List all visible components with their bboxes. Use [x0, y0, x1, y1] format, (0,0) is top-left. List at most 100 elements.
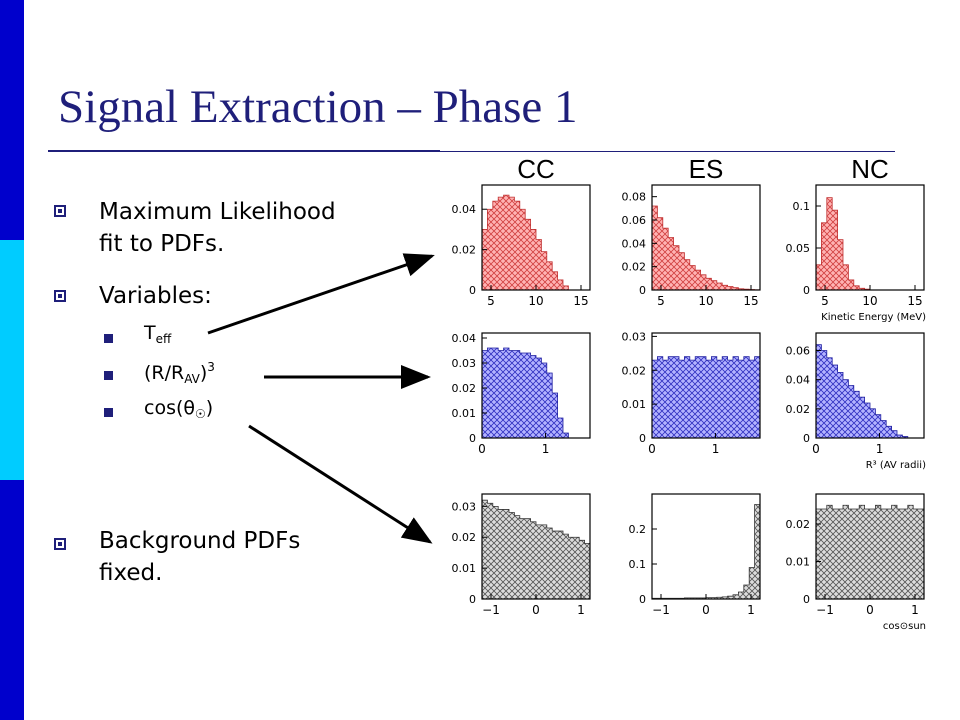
variable-radius: (R/RAV)3	[144, 360, 215, 386]
histogram-bars	[815, 344, 924, 439]
row-axis-label: R³ (AV radii)	[866, 460, 926, 471]
x-tick-label: 0	[812, 442, 820, 456]
histogram-panel: 0.03 0.02 0.01 00 1	[622, 330, 761, 456]
bullet-box-icon	[54, 205, 66, 217]
x-tick-label: 1	[911, 603, 919, 617]
y-tick-label: 0.02	[786, 403, 811, 416]
x-tick-label: 1	[876, 442, 884, 456]
y-tick-label: 0.04	[786, 374, 811, 387]
y-tick-label: 0.02	[452, 382, 477, 395]
y-tick-label: 0.03	[452, 500, 477, 513]
sidebar-bar-top	[0, 0, 24, 240]
histogram-panel: 0.04 0.03 0.02 0.01 00 1	[452, 332, 591, 456]
y-tick-label: 0	[469, 284, 476, 297]
histogram-panel: 0.03 0.02 0.01 0 −1 0 1	[452, 493, 591, 617]
sub-bullet-square-icon	[104, 334, 113, 343]
y-tick-label: 0.04	[622, 237, 647, 250]
x-tick-label: 1	[577, 603, 585, 617]
x-tick-label: 10	[698, 294, 713, 308]
sidebar-bar-middle	[0, 240, 24, 480]
y-tick-label: 0.02	[452, 244, 477, 257]
y-tick-label: 0.1	[629, 558, 647, 571]
histogram-bars	[481, 499, 591, 600]
y-tick-label: 0.02	[786, 518, 811, 531]
y-tick-label: 0	[639, 432, 646, 445]
y-tick-label: 0	[639, 284, 646, 297]
bullet-background-line2: fixed.	[99, 560, 163, 586]
y-tick-label: 0.03	[622, 330, 647, 343]
x-tick-label: −1	[652, 603, 670, 617]
x-tick-label: 0	[866, 603, 874, 617]
y-tick-label: 0.01	[786, 556, 811, 569]
variable-cos-theta: cos(θ☉)	[144, 397, 214, 421]
histogram-bars	[481, 347, 590, 439]
column-title-nc: NC	[851, 154, 889, 184]
x-tick-label: 0	[478, 442, 486, 456]
y-tick-label: 0	[469, 432, 476, 445]
x-tick-label: 10	[528, 294, 543, 308]
histogram-panel: 0.2 0.1 0 −1 0 1	[629, 493, 761, 617]
y-tick-label: 0.2	[629, 523, 647, 536]
histogram-bars	[651, 356, 761, 439]
y-tick-label: 0.02	[622, 261, 647, 274]
y-tick-label: 0.06	[622, 214, 647, 227]
y-tick-label: 0.03	[452, 357, 477, 370]
panel-frame	[651, 332, 761, 439]
y-tick-label: 0.01	[452, 407, 477, 420]
arrow-teff	[207, 253, 435, 335]
y-tick-label: 0.01	[452, 562, 477, 575]
y-tick-label: 0.02	[452, 531, 477, 544]
variable-teff: Teff	[144, 322, 172, 346]
histogram-panel: 0.08 0.06 0.04 0.02 05 10 15	[622, 184, 761, 308]
x-tick-label: 15	[907, 294, 922, 308]
histogram-bars	[481, 194, 590, 291]
slide-title: Signal Extraction – Phase 1	[58, 81, 578, 133]
y-tick-label: 0	[639, 593, 646, 606]
histogram-panel: 0.1 0.05 05 10 15	[786, 184, 925, 308]
y-tick-label: 0.08	[622, 191, 647, 204]
x-tick-label: 5	[487, 294, 495, 308]
x-tick-label: 0	[648, 442, 656, 456]
y-tick-label: 0.06	[786, 345, 811, 358]
x-tick-label: 0	[702, 603, 710, 617]
row-axis-label: cos⊙sun	[883, 621, 926, 632]
y-tick-label: 0	[803, 284, 810, 297]
arrow-cos-theta	[248, 424, 433, 544]
histogram-bars	[651, 504, 761, 600]
x-tick-label: 1	[712, 442, 720, 456]
bullet-ml-line1: Maximum Likelihood	[99, 199, 336, 225]
x-tick-label: 0	[532, 603, 540, 617]
y-tick-label: 0.04	[452, 332, 477, 345]
x-tick-label: 1	[542, 442, 550, 456]
y-tick-label: 0.02	[622, 364, 647, 377]
y-tick-label: 0	[469, 593, 476, 606]
histogram-panel: 0.04 0.02 05 10 15	[452, 184, 591, 308]
x-tick-label: −1	[816, 603, 834, 617]
x-tick-label: 1	[747, 603, 755, 617]
x-tick-label: 5	[657, 294, 665, 308]
bullet-ml-line2: fit to PDFs.	[99, 231, 225, 257]
bullet-variables: Variables:	[99, 283, 212, 309]
title-rule	[48, 151, 895, 152]
panel-frame	[815, 332, 925, 439]
y-tick-label: 0.1	[793, 200, 811, 213]
bullet-box-icon	[54, 538, 66, 550]
histogram-bars	[651, 205, 761, 291]
x-tick-label: 10	[862, 294, 877, 308]
y-tick-label: 0.04	[452, 203, 477, 216]
y-tick-label: 0.01	[622, 398, 647, 411]
histogram-panel: 0.02 0.01 0 −1 0 1	[786, 493, 925, 617]
sub-bullet-square-icon	[104, 371, 113, 380]
histogram-bars	[815, 504, 925, 600]
x-tick-label: −1	[482, 603, 500, 617]
sub-bullet-square-icon	[104, 408, 113, 417]
y-tick-label: 0	[803, 432, 810, 445]
x-tick-label: 15	[743, 294, 758, 308]
title-rule-accent	[48, 150, 440, 152]
histogram-panel: 0.06 0.04 0.02 00 1	[786, 332, 925, 456]
x-tick-label: 15	[573, 294, 588, 308]
panel-frame	[481, 332, 591, 439]
row-axis-label: Kinetic Energy (MeV)	[821, 312, 926, 323]
